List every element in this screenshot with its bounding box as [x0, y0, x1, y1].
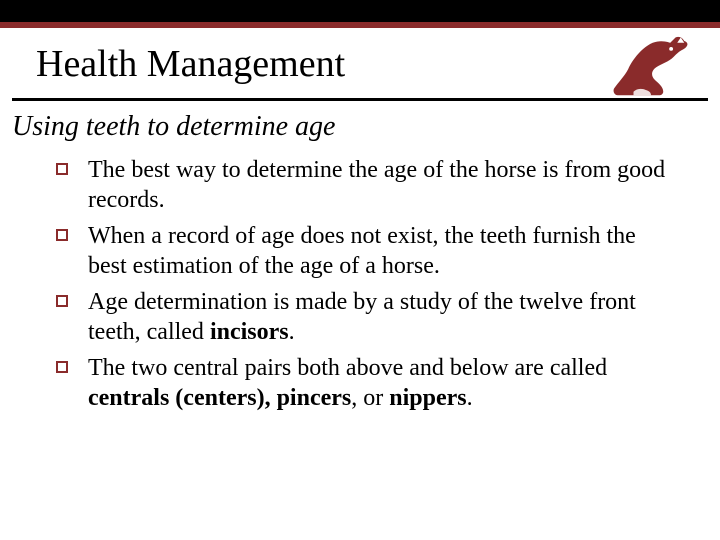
title-area: Health Management	[0, 30, 720, 92]
bullet-text: The best way to determine the age of the…	[88, 155, 680, 215]
bullet-square-icon	[56, 295, 68, 307]
bullet-text: The two central pairs both above and bel…	[88, 353, 680, 413]
text-bold: centrals (centers), pincers	[88, 385, 351, 411]
page-title: Health Management	[36, 42, 684, 86]
list-item: The best way to determine the age of the…	[56, 155, 680, 215]
text-run: The best way to determine the age of the…	[88, 157, 665, 213]
list-item: Age determination is made by a study of …	[56, 287, 680, 347]
bullet-square-icon	[56, 361, 68, 373]
bullet-list: The best way to determine the age of the…	[0, 151, 720, 413]
text-run: Age determination is made by a study of …	[88, 289, 636, 345]
top-bar	[0, 0, 720, 30]
text-bold: incisors	[210, 319, 289, 345]
text-bold: nippers	[389, 385, 466, 411]
bullet-square-icon	[56, 229, 68, 241]
list-item: When a record of age does not exist, the…	[56, 221, 680, 281]
text-run: The two central pairs both above and bel…	[88, 355, 607, 381]
subtitle: Using teeth to determine age	[0, 101, 720, 151]
top-bar-dark	[0, 0, 720, 22]
bullet-text: When a record of age does not exist, the…	[88, 221, 680, 281]
top-bar-accent-line	[0, 22, 720, 28]
bullet-square-icon	[56, 163, 68, 175]
text-run: .	[289, 319, 295, 345]
text-run: .	[467, 385, 473, 411]
text-run: , or	[351, 385, 389, 411]
text-run: When a record of age does not exist, the…	[88, 223, 636, 279]
list-item: The two central pairs both above and bel…	[56, 353, 680, 413]
bullet-text: Age determination is made by a study of …	[88, 287, 680, 347]
